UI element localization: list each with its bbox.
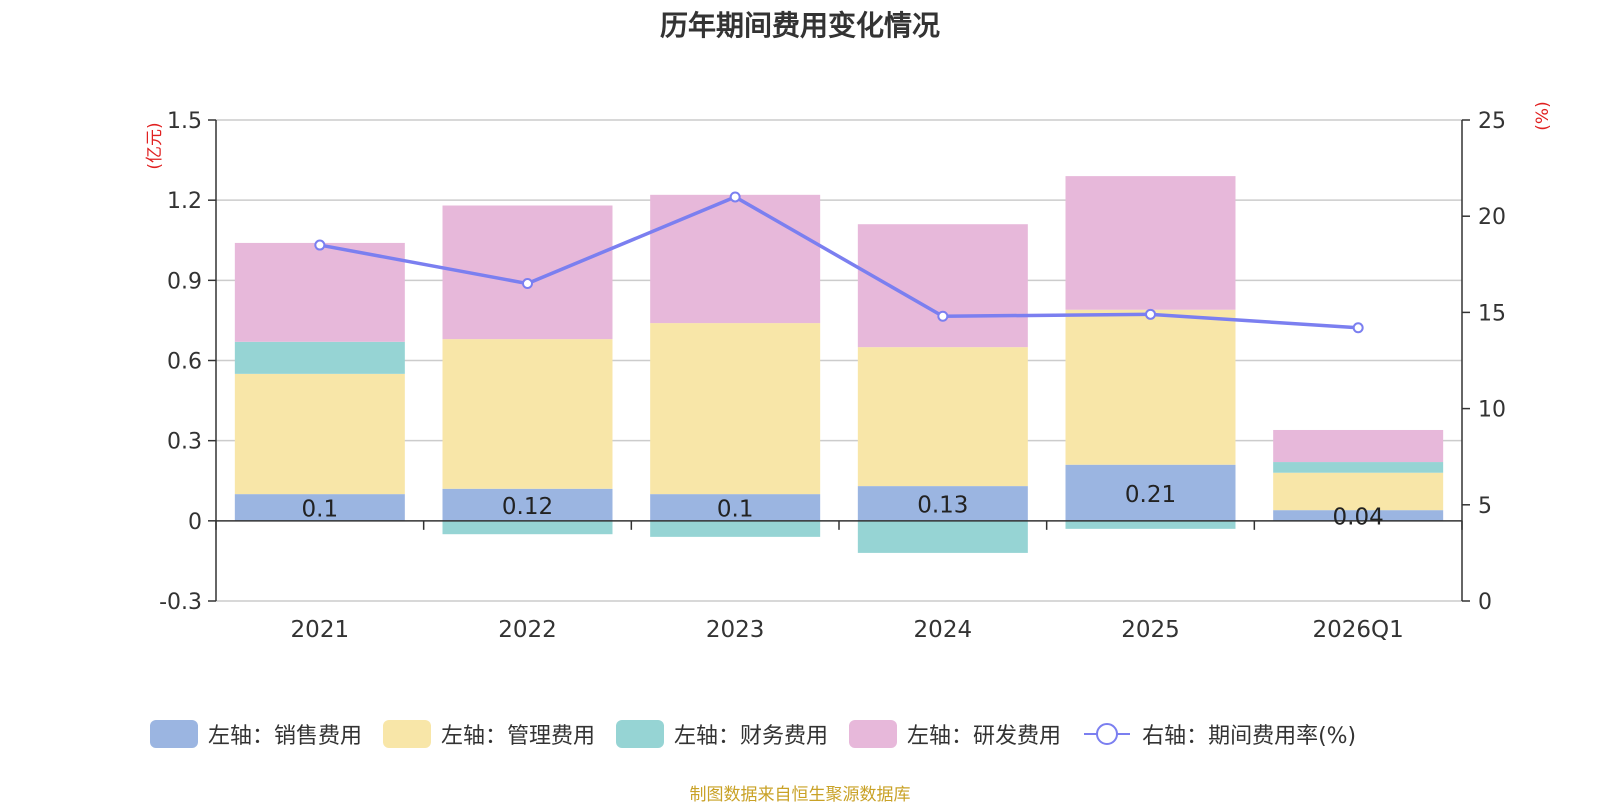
bar-segment (857, 347, 1028, 487)
y-left-tick-label: 0.3 (167, 430, 202, 455)
x-category-label: 2022 (498, 617, 557, 643)
data-source-note: 制图数据来自恒生聚源数据库 (689, 785, 911, 805)
legend-item-finance[interactable]: 左轴：财务费用 (616, 718, 828, 750)
bar-segment (1065, 520, 1236, 529)
legend-swatch-finance (616, 720, 665, 748)
bar-segment (1273, 429, 1444, 463)
y-left-tick-label: -0.3 (159, 590, 202, 615)
bar-data-label: 0.1 (717, 496, 754, 522)
y-right-tick-label: 15 (1478, 301, 1506, 326)
y-right-tick-label: 5 (1478, 494, 1492, 519)
bar-segment (442, 339, 613, 489)
rate-point (1352, 322, 1364, 334)
rate-point (314, 239, 326, 251)
y-left-tick-label: 0.9 (167, 269, 202, 294)
y-left-tick-label: 1.5 (167, 109, 202, 134)
bar-segment (234, 341, 405, 374)
legend-swatch-sales (150, 720, 198, 748)
bar-segment (234, 242, 405, 342)
y-right-tick-label: 10 (1478, 398, 1506, 423)
rate-point (729, 191, 741, 203)
legend-label-rate: 右轴：期间费用率(%) (1142, 724, 1357, 749)
legend-label-finance: 左轴：财务费用 (674, 724, 829, 749)
rate-line (319, 195, 1359, 330)
legend-label-admin: 左轴：管理费用 (441, 724, 596, 749)
x-category-label: 2025 (1121, 617, 1180, 643)
y-right-unit-label: (%) (1533, 101, 1553, 130)
bar-segment (442, 520, 613, 535)
bar-data-label: 0.13 (917, 492, 968, 518)
bar-segment (650, 520, 821, 537)
rate-point (1145, 308, 1156, 320)
x-category-label: 2023 (706, 617, 765, 643)
bar-data-label: 0.04 (1333, 504, 1384, 530)
x-category-label: 2026Q1 (1313, 617, 1404, 643)
chart-title: 历年期间费用变化情况 (659, 9, 940, 42)
y-right-tick-label: 0 (1478, 590, 1492, 615)
bar-segment (1273, 510, 1444, 521)
bar-segment (650, 494, 821, 521)
legend-item-rate[interactable]: 右轴：期间费用率(%) (1082, 718, 1356, 750)
y-left-tick-label: 1.2 (167, 189, 202, 214)
chart-canvas: -0.300.30.60.91.21.50510152025(亿元)(%)0.1… (145, 101, 1553, 643)
bar-segment (1065, 176, 1236, 310)
legend-swatch-rd (849, 720, 898, 748)
legend-line-icon (1084, 723, 1131, 745)
y-left-tick-label: 0.6 (167, 350, 202, 375)
bar-segment (650, 194, 821, 324)
bar-segment (1273, 462, 1444, 473)
legend-swatch-admin (383, 720, 432, 748)
legend-label-rd: 左轴：研发费用 (907, 724, 1062, 749)
x-category-label: 2021 (291, 617, 350, 643)
legend-label-sales: 左轴：销售费用 (208, 724, 363, 749)
y-left-unit-label: (亿元) (145, 122, 165, 169)
bar-segment (1273, 472, 1444, 511)
legend-item-admin[interactable]: 左轴：管理费用 (383, 718, 595, 750)
bar-segment (857, 520, 1028, 553)
bar-segment (857, 486, 1028, 521)
legend-item-sales[interactable]: 左轴：销售费用 (150, 718, 362, 750)
rate-point (522, 278, 533, 290)
bar-segment (234, 373, 405, 495)
legend-item-rd[interactable]: 左轴：研发费用 (849, 718, 1061, 750)
rate-point (937, 310, 949, 322)
bar-data-label: 0.1 (302, 496, 339, 522)
bar-segment (234, 494, 405, 521)
bar-segment (442, 488, 613, 521)
y-left-tick-label: 0 (188, 510, 202, 535)
bar-segment (650, 323, 821, 495)
x-category-label: 2024 (914, 617, 973, 643)
bar-data-label: 0.12 (502, 494, 553, 520)
y-right-tick-label: 25 (1478, 109, 1506, 134)
bar-data-label: 0.21 (1125, 482, 1176, 508)
bar-segment (1065, 464, 1236, 521)
y-right-tick-label: 20 (1478, 205, 1506, 230)
bar-segment (857, 224, 1028, 348)
bar-segment (1065, 309, 1236, 465)
legend: 左轴：销售费用 左轴：管理费用 左轴：财务费用 左轴：研发费用 右轴：期间费用率… (150, 718, 1377, 750)
